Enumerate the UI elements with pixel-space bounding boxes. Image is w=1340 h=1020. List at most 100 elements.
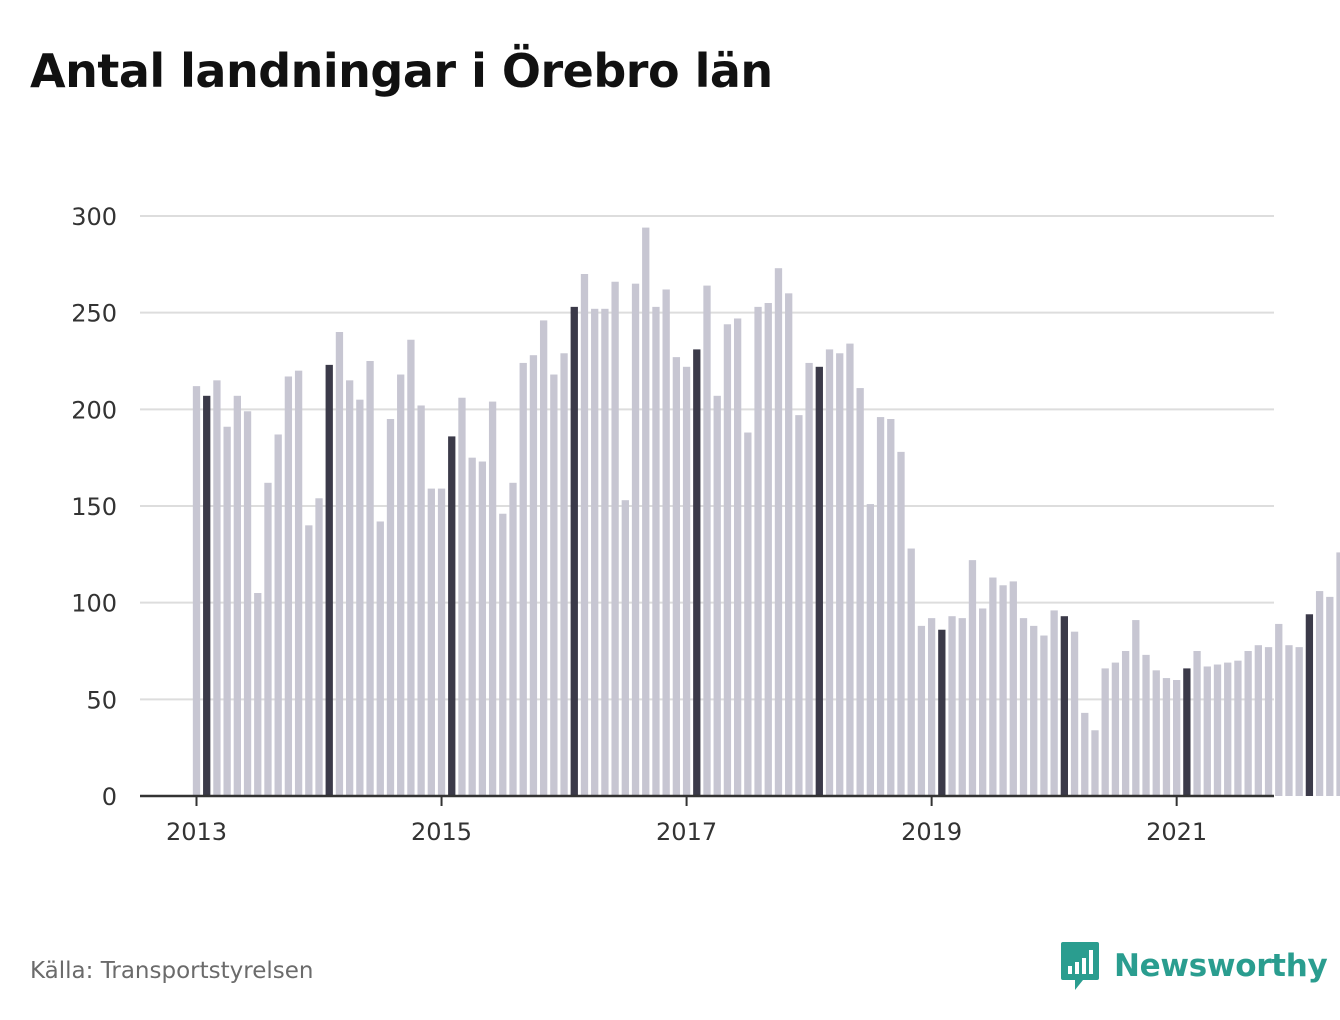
bar bbox=[437, 488, 446, 796]
bar bbox=[1040, 635, 1048, 796]
bar bbox=[570, 306, 578, 796]
bar bbox=[1121, 651, 1130, 796]
x-tick-label: 2017 bbox=[656, 818, 717, 846]
bar bbox=[846, 343, 854, 796]
y-tick-label: 250 bbox=[71, 300, 117, 328]
bar bbox=[1173, 680, 1181, 796]
x-tick-label: 2021 bbox=[1146, 818, 1207, 846]
bar bbox=[1101, 668, 1109, 796]
bar bbox=[1060, 616, 1068, 796]
bar bbox=[1070, 631, 1079, 796]
bar bbox=[1111, 662, 1120, 796]
bar bbox=[560, 353, 568, 796]
chart-title: Antal landningar i Örebro län bbox=[30, 44, 773, 98]
bar bbox=[968, 560, 977, 796]
bar bbox=[254, 593, 262, 796]
bar bbox=[1264, 647, 1273, 796]
y-tick-label: 300 bbox=[71, 203, 117, 231]
bar bbox=[693, 349, 701, 796]
bar bbox=[836, 353, 844, 796]
bars bbox=[192, 227, 1340, 797]
bar bbox=[672, 357, 681, 796]
bar bbox=[1244, 651, 1252, 796]
y-tick-label: 150 bbox=[71, 493, 117, 521]
bar bbox=[979, 608, 987, 796]
bar bbox=[682, 366, 691, 796]
bar bbox=[1275, 623, 1283, 796]
bar bbox=[713, 395, 721, 796]
bar bbox=[580, 274, 589, 796]
bar bbox=[499, 513, 507, 796]
bar bbox=[958, 618, 966, 796]
bar bbox=[1142, 654, 1150, 796]
bar bbox=[1162, 678, 1171, 796]
bar bbox=[1326, 596, 1334, 796]
bar bbox=[335, 332, 344, 796]
x-tick-label: 2013 bbox=[166, 818, 227, 846]
bar bbox=[376, 521, 384, 796]
brand-logo: Newsworthy bbox=[1060, 940, 1328, 992]
bar bbox=[1030, 625, 1038, 796]
bar bbox=[642, 227, 650, 797]
bar-chart: 0 50 100 150 200 250 300 2013 2015 2017 2019 2021 2… bbox=[71, 203, 1340, 846]
x-tick-label: 2015 bbox=[411, 818, 472, 846]
bar bbox=[264, 482, 272, 796]
bar bbox=[907, 548, 915, 796]
source-note: Källa: Transportstyrelsen bbox=[30, 958, 314, 984]
bar bbox=[386, 419, 395, 796]
bar bbox=[284, 376, 293, 796]
bar bbox=[866, 504, 875, 796]
bar bbox=[897, 451, 905, 796]
bar bbox=[662, 289, 670, 796]
bar bbox=[938, 629, 946, 796]
bar bbox=[294, 370, 303, 796]
bar bbox=[1305, 614, 1314, 796]
x-axis: 201320152017201920212023 bbox=[140, 794, 1274, 846]
bar bbox=[233, 395, 241, 796]
bar bbox=[927, 618, 936, 796]
bar bbox=[448, 436, 456, 796]
bar bbox=[539, 320, 548, 796]
bar bbox=[274, 434, 282, 796]
bar bbox=[1009, 581, 1017, 796]
bar bbox=[652, 306, 660, 796]
bar bbox=[785, 293, 793, 796]
bar bbox=[825, 349, 834, 796]
bar bbox=[887, 419, 895, 796]
bar bbox=[325, 364, 333, 796]
bar bbox=[754, 306, 762, 796]
bar bbox=[1254, 645, 1262, 796]
bar bbox=[1234, 660, 1242, 796]
bar bbox=[519, 362, 527, 796]
bar bbox=[203, 395, 211, 796]
y-tick-label: 0 bbox=[102, 783, 117, 811]
bar bbox=[795, 415, 803, 796]
bar bbox=[1315, 591, 1324, 796]
bar bbox=[407, 339, 415, 796]
bar bbox=[1213, 664, 1222, 796]
bar bbox=[305, 525, 313, 796]
bar bbox=[213, 380, 221, 796]
newsworthy-bars-icon bbox=[1061, 942, 1099, 990]
bar bbox=[601, 308, 609, 796]
bar bbox=[989, 577, 997, 796]
bar bbox=[764, 303, 772, 796]
bar bbox=[1081, 712, 1089, 796]
x-tick-label: 2019 bbox=[901, 818, 962, 846]
bar bbox=[243, 411, 252, 796]
bar bbox=[1152, 670, 1160, 796]
bar bbox=[1224, 662, 1232, 796]
bar bbox=[1336, 552, 1340, 796]
y-axis: 0 50 100 150 200 250 300 bbox=[71, 203, 117, 811]
bar bbox=[631, 283, 640, 796]
bar bbox=[621, 500, 629, 796]
bar bbox=[815, 366, 823, 796]
bar bbox=[550, 374, 558, 796]
bar bbox=[529, 355, 538, 796]
bar bbox=[917, 625, 926, 796]
bar bbox=[417, 405, 425, 796]
bar bbox=[744, 432, 752, 796]
bar bbox=[478, 461, 487, 796]
bar bbox=[192, 386, 201, 796]
bar bbox=[468, 457, 476, 796]
